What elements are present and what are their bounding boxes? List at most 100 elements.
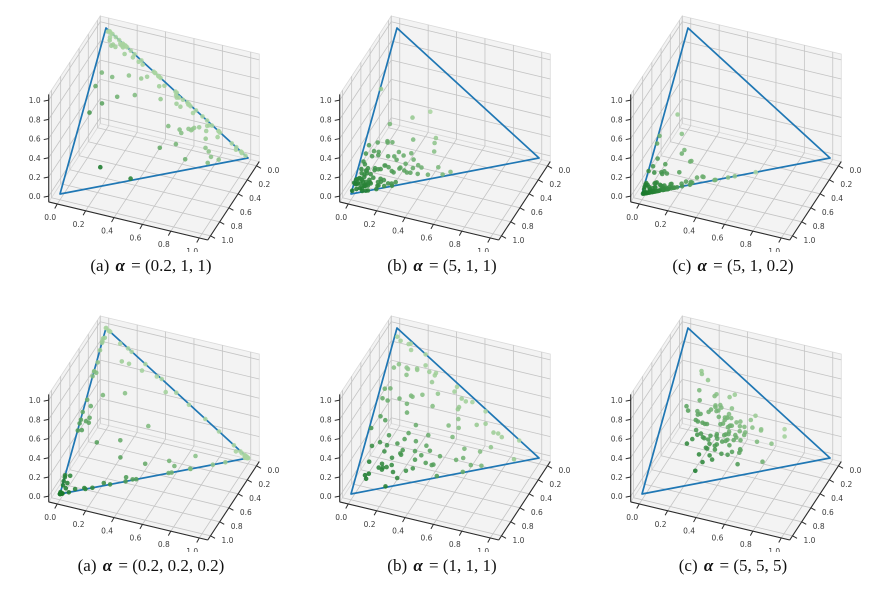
svg-text:1.0: 1.0 bbox=[29, 396, 41, 405]
scatter-points bbox=[684, 368, 787, 474]
axes-group: 0.0 0.0 0.0 0.2 0.2 0.2 0.4 0.4 0.4 0.6 0.6 0.6 0.8 0… bbox=[320, 94, 571, 252]
panel-r1-a: 0.0 0.0 0.0 0.2 0.2 0.2 0.4 0.4 0.4 0.6 0.6 0.6 0.8 0… bbox=[8, 8, 294, 282]
svg-text:1.0: 1.0 bbox=[186, 547, 198, 552]
svg-text:0.4: 0.4 bbox=[831, 494, 843, 503]
svg-text:0.6: 0.6 bbox=[711, 233, 723, 242]
svg-text:0.0: 0.0 bbox=[29, 192, 41, 201]
svg-text:0.8: 0.8 bbox=[320, 415, 332, 424]
equals-sign: = bbox=[118, 556, 129, 575]
svg-text:0.8: 0.8 bbox=[740, 240, 752, 249]
axes-group: 0.0 0.0 0.0 0.2 0.2 0.2 0.4 0.4 0.4 0.6 0.6 0.6 0.8 0… bbox=[611, 94, 862, 252]
svg-text:0.0: 0.0 bbox=[29, 492, 41, 501]
svg-text:0.4: 0.4 bbox=[540, 194, 552, 203]
svg-text:0.0: 0.0 bbox=[611, 492, 623, 501]
svg-text:0.8: 0.8 bbox=[611, 115, 623, 124]
svg-text:0.6: 0.6 bbox=[129, 233, 141, 242]
equals-sign: = bbox=[719, 556, 730, 575]
svg-text:0.6: 0.6 bbox=[129, 533, 141, 542]
equals-sign: = bbox=[429, 256, 439, 275]
caption-label: (b) bbox=[387, 256, 408, 275]
svg-text:0.8: 0.8 bbox=[813, 222, 825, 231]
plot-3d-axes-r2-b: 0.0 0.0 0.0 0.2 0.2 0.2 0.4 0.4 0.4 0.6 0.6 0.6 0.8 0… bbox=[320, 314, 571, 552]
alpha-value: (5, 1, 0.2) bbox=[727, 256, 794, 275]
svg-text:0.6: 0.6 bbox=[240, 208, 252, 217]
svg-text:1.0: 1.0 bbox=[611, 96, 623, 105]
svg-text:0.0: 0.0 bbox=[268, 166, 280, 175]
simplex-triangle bbox=[350, 27, 540, 195]
grid-group bbox=[339, 316, 551, 539]
svg-text:1.0: 1.0 bbox=[768, 247, 780, 252]
svg-text:0.0: 0.0 bbox=[44, 513, 56, 522]
svg-text:0.4: 0.4 bbox=[831, 194, 843, 203]
grid-group bbox=[48, 316, 260, 539]
caption-label: (b) bbox=[387, 556, 408, 575]
axes-group: 0.0 0.0 0.0 0.2 0.2 0.2 0.4 0.4 0.4 0.6 0.6 0.6 0.8 0… bbox=[29, 94, 280, 252]
svg-text:0.2: 0.2 bbox=[549, 480, 561, 489]
alpha-symbol: α bbox=[697, 256, 707, 275]
equals-sign: = bbox=[429, 556, 439, 575]
caption-label: (a) bbox=[90, 256, 110, 275]
svg-text:1.0: 1.0 bbox=[186, 247, 198, 252]
svg-text:1.0: 1.0 bbox=[513, 536, 525, 545]
svg-text:0.8: 0.8 bbox=[231, 222, 243, 231]
pane-group bbox=[339, 314, 551, 541]
svg-text:0.0: 0.0 bbox=[850, 466, 862, 475]
svg-text:0.4: 0.4 bbox=[392, 227, 404, 236]
svg-text:0.0: 0.0 bbox=[611, 192, 623, 201]
svg-text:0.8: 0.8 bbox=[320, 115, 332, 124]
svg-text:0.6: 0.6 bbox=[320, 135, 332, 144]
panel-r1-b: 0.0 0.0 0.0 0.2 0.2 0.2 0.4 0.4 0.4 0.6 0.6 0.6 0.8 0… bbox=[299, 8, 585, 282]
svg-text:0.0: 0.0 bbox=[335, 213, 347, 222]
svg-text:1.0: 1.0 bbox=[477, 547, 489, 552]
svg-text:0.8: 0.8 bbox=[522, 522, 534, 531]
axes-group: 0.0 0.0 0.0 0.2 0.2 0.2 0.4 0.4 0.4 0.6 0.6 0.6 0.8 0… bbox=[320, 394, 571, 552]
plot-3d-axes-r1-b: 0.0 0.0 0.0 0.2 0.2 0.2 0.4 0.4 0.4 0.6 0.6 0.6 0.8 0… bbox=[320, 14, 571, 252]
alpha-symbol: α bbox=[413, 256, 423, 275]
svg-text:0.2: 0.2 bbox=[73, 520, 85, 529]
svg-text:0.0: 0.0 bbox=[626, 213, 638, 222]
svg-text:0.4: 0.4 bbox=[249, 494, 261, 503]
svg-text:0.0: 0.0 bbox=[559, 166, 571, 175]
alpha-value: (0.2, 0.2, 0.2) bbox=[132, 556, 225, 575]
panel-r2-c: 0.0 0.0 0.0 0.2 0.2 0.2 0.4 0.4 0.4 0.6 0.6 0.6 0.8 0… bbox=[590, 308, 876, 582]
svg-text:0.6: 0.6 bbox=[822, 208, 834, 217]
svg-text:0.0: 0.0 bbox=[626, 513, 638, 522]
caption-r1-a: (a) α = (0.2, 1, 1) bbox=[90, 256, 211, 276]
svg-text:1.0: 1.0 bbox=[768, 547, 780, 552]
pane-group bbox=[48, 314, 260, 541]
svg-text:0.4: 0.4 bbox=[249, 194, 261, 203]
alpha-symbol: α bbox=[115, 256, 125, 275]
caption-label: (c) bbox=[678, 556, 698, 575]
svg-text:0.2: 0.2 bbox=[73, 220, 85, 229]
svg-text:0.0: 0.0 bbox=[44, 213, 56, 222]
panel-r2-b: 0.0 0.0 0.0 0.2 0.2 0.2 0.4 0.4 0.4 0.6 0.6 0.6 0.8 0… bbox=[299, 308, 585, 582]
svg-text:0.8: 0.8 bbox=[611, 415, 623, 424]
svg-text:0.6: 0.6 bbox=[822, 508, 834, 517]
svg-text:0.6: 0.6 bbox=[240, 508, 252, 517]
caption-r1-c: (c) α = (5, 1, 0.2) bbox=[672, 256, 793, 276]
svg-text:0.0: 0.0 bbox=[320, 192, 332, 201]
svg-text:0.6: 0.6 bbox=[611, 435, 623, 444]
svg-text:0.8: 0.8 bbox=[449, 240, 461, 249]
caption-label: (a) bbox=[77, 556, 97, 575]
svg-text:0.4: 0.4 bbox=[101, 227, 113, 236]
alpha-value: (5, 5, 5) bbox=[733, 556, 788, 575]
svg-text:1.0: 1.0 bbox=[804, 236, 816, 245]
svg-text:0.2: 0.2 bbox=[611, 173, 623, 182]
svg-text:1.0: 1.0 bbox=[477, 247, 489, 252]
svg-text:0.2: 0.2 bbox=[364, 520, 376, 529]
svg-text:0.2: 0.2 bbox=[611, 473, 623, 482]
svg-text:0.8: 0.8 bbox=[158, 240, 170, 249]
equals-sign: = bbox=[713, 256, 723, 275]
svg-text:0.0: 0.0 bbox=[850, 166, 862, 175]
svg-text:0.0: 0.0 bbox=[559, 466, 571, 475]
svg-text:0.6: 0.6 bbox=[531, 208, 543, 217]
svg-text:0.4: 0.4 bbox=[611, 154, 623, 163]
svg-text:0.4: 0.4 bbox=[611, 454, 623, 463]
equals-sign: = bbox=[131, 256, 141, 275]
axes-group: 0.0 0.0 0.0 0.2 0.2 0.2 0.4 0.4 0.4 0.6 0.6 0.6 0.8 0… bbox=[611, 394, 862, 552]
svg-text:0.4: 0.4 bbox=[101, 527, 113, 536]
svg-text:1.0: 1.0 bbox=[29, 96, 41, 105]
scatter-points bbox=[57, 325, 251, 497]
caption-r2-c: (c) α = (5, 5, 5) bbox=[679, 556, 787, 576]
